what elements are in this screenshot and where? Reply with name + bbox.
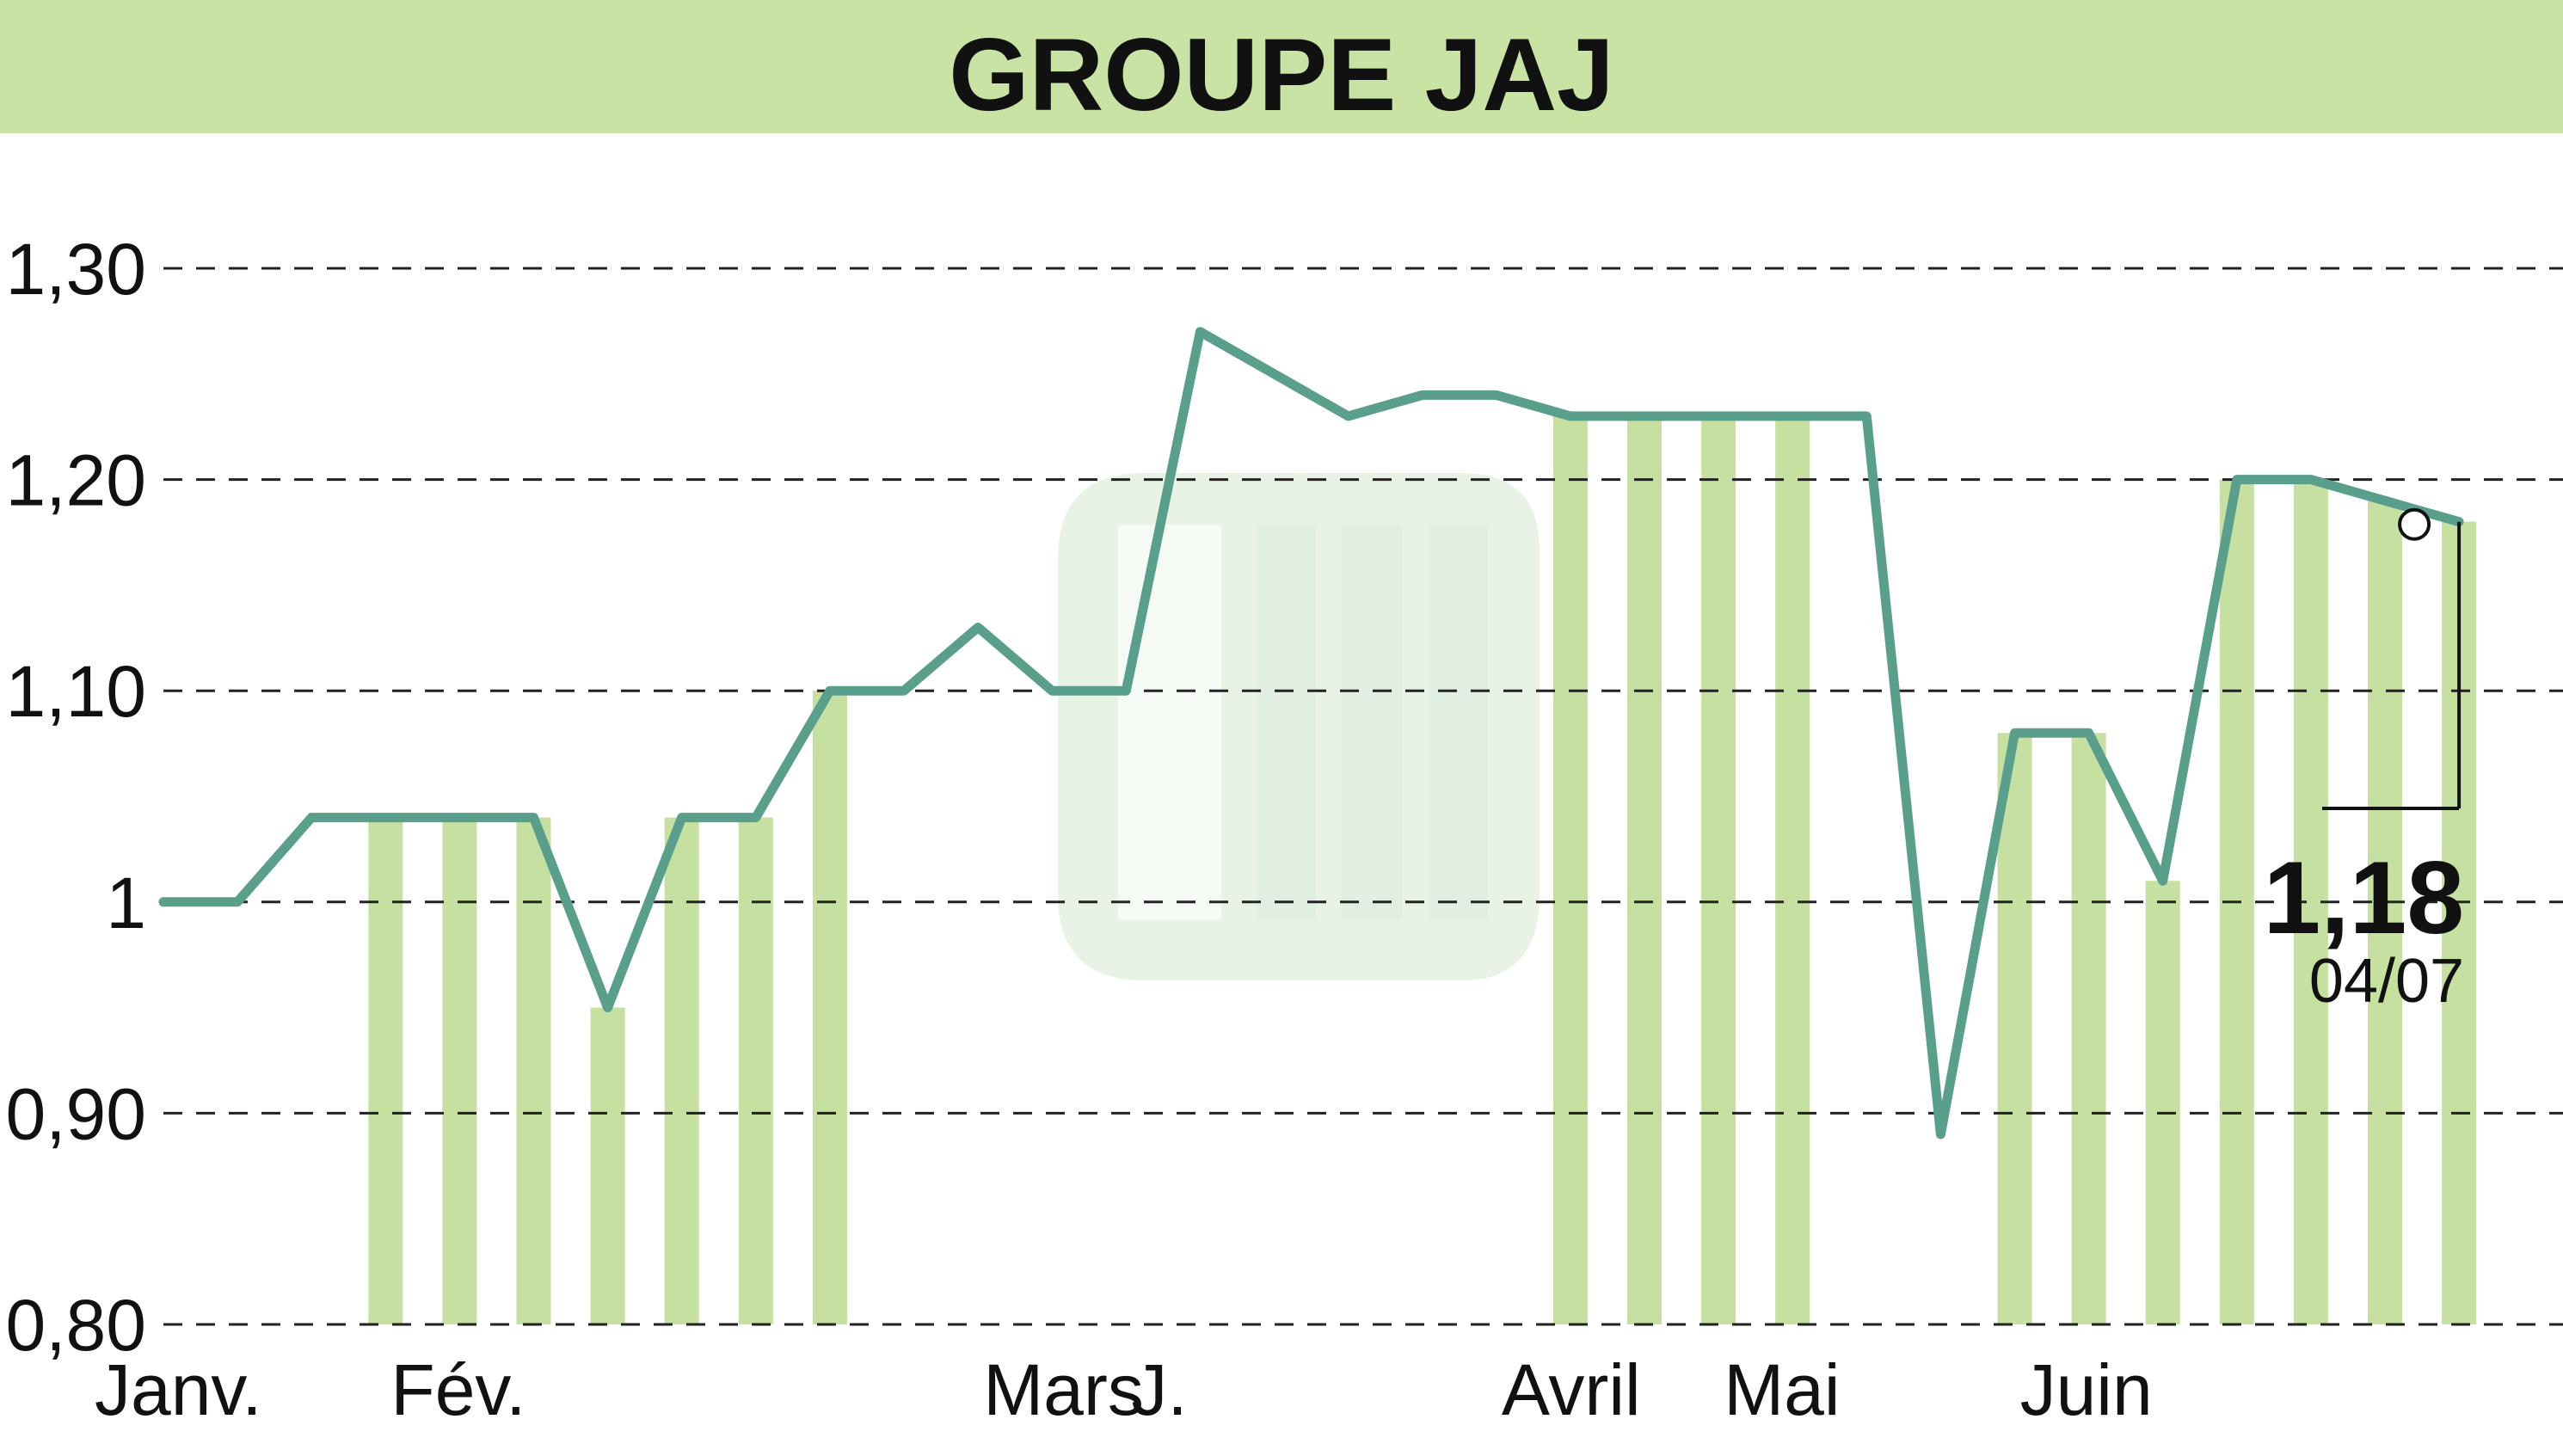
y-tick-label-1: 1,20 (6, 440, 147, 521)
y-tick-label-4: 0,90 (6, 1073, 147, 1154)
price-series (158, 327, 2464, 1140)
month-label-0: Janv. (95, 1349, 262, 1430)
bar-4 (442, 817, 477, 1324)
y-tick-label-3: 1 (106, 863, 146, 943)
bar-26 (2071, 733, 2106, 1324)
y-tick-label-2: 1,10 (6, 651, 147, 732)
bar-9 (812, 691, 847, 1324)
last-value-label: 1,18 (2264, 840, 2465, 955)
bar-27 (2145, 881, 2180, 1324)
price-line (158, 327, 2464, 1140)
bar-8 (738, 817, 773, 1324)
last-value-callout: 1,18 04/07 (2264, 507, 2465, 1016)
watermark-logo (1058, 473, 1540, 980)
bar-20 (1627, 415, 1662, 1324)
month-label-2: Mars (983, 1349, 1144, 1430)
bar-7 (664, 817, 699, 1324)
month-label-6: Juin (2020, 1349, 2153, 1430)
month-label-1: Fév. (390, 1349, 526, 1430)
bar-3 (368, 817, 403, 1324)
bar-6 (590, 1007, 625, 1324)
y-axis-tick-labels: 1,30 1,20 1,10 1 0,90 0,80 (6, 229, 147, 1366)
last-point-marker (2398, 507, 2431, 541)
bar-22 (1775, 415, 1810, 1324)
y-tick-label-0: 1,30 (6, 229, 147, 310)
month-label-5: Mai (1724, 1349, 1840, 1430)
title-band (0, 0, 2563, 133)
bar-21 (1701, 415, 1736, 1324)
last-date-label: 04/07 (2309, 947, 2464, 1016)
chart-title: GROUPE JAJ (949, 17, 1614, 132)
bar-25 (1997, 733, 2032, 1324)
month-label-4: Avril (1502, 1349, 1641, 1430)
y-tick-label-5: 0,80 (6, 1285, 147, 1366)
bar-5 (516, 817, 551, 1324)
bar-19 (1552, 415, 1588, 1324)
month-label-3: J. (1131, 1349, 1187, 1430)
bar-30 (2368, 501, 2402, 1324)
